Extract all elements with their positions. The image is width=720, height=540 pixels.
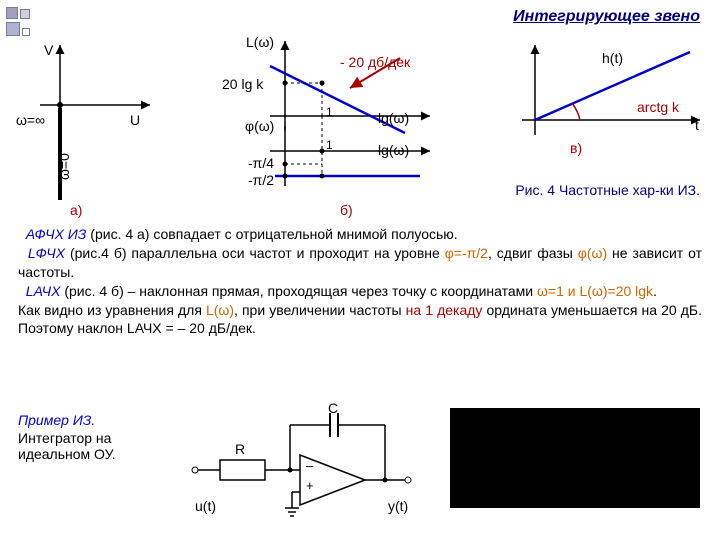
- label-plus: +: [306, 478, 314, 493]
- txt-l2b: (рис.4 б) параллельна оси частот и прохо…: [65, 245, 445, 261]
- txt-afchh: АФЧХ ИЗ: [26, 226, 87, 242]
- label-L: L(ω): [246, 34, 274, 50]
- label-omega-inf: ω=∞: [16, 112, 45, 128]
- label-t: t: [695, 117, 699, 133]
- label-lgw-b: lg(ω): [378, 142, 409, 158]
- txt-l4d: на 1 декаду: [406, 302, 483, 318]
- label-omega-zero: ω=0: [56, 153, 72, 180]
- label-uin: u(t): [195, 498, 216, 514]
- label-C: C: [328, 400, 338, 416]
- label-mpi2: -π/2: [248, 172, 274, 188]
- caption-b: б): [340, 202, 353, 218]
- label-h: h(t): [602, 50, 623, 66]
- label-one-b: 1: [326, 138, 333, 152]
- label-mpi4: -π/4: [248, 155, 274, 171]
- txt-l2c: φ=-π/2: [445, 245, 488, 261]
- label-lgw-a: lg(ω): [378, 110, 409, 126]
- text-body: АФЧХ ИЗ (рис. 4 а) совпадает с отрицател…: [18, 225, 702, 338]
- label-yout: y(t): [388, 498, 408, 514]
- caption-a: а): [70, 202, 82, 218]
- label-20lgk: 20 lg k: [222, 76, 263, 92]
- label-V: V: [44, 42, 53, 58]
- figure-caption: Рис. 4 Частотные хар-ки ИЗ.: [515, 182, 700, 198]
- txt-l3d: .: [653, 283, 657, 299]
- txt-l4a: Как видно из уравнения для: [18, 302, 206, 318]
- page-title: Интегрирующее звено: [513, 8, 700, 26]
- txt-l1b: (рис. 4 а) совпадает с отрицательной мни…: [86, 226, 457, 242]
- label-minus: –: [306, 458, 313, 473]
- label-U: U: [130, 112, 140, 128]
- txt-l3c: ω=1 и L(ω)=20 lgk: [537, 283, 653, 299]
- txt-lfchh: LФЧХ: [28, 245, 65, 261]
- example-title: Пример ИЗ.: [18, 412, 95, 428]
- label-slope: - 20 дб/дек: [340, 54, 410, 70]
- black-box: [450, 408, 700, 508]
- txt-lachh: LАЧХ: [26, 283, 61, 299]
- decorative-boxes: [6, 6, 32, 39]
- txt-l4b: L(ω): [206, 302, 234, 318]
- label-R: R: [235, 441, 245, 457]
- caption-c: в): [570, 140, 582, 156]
- label-phi: φ(ω): [245, 118, 274, 134]
- example-desc: Интегратор на идеальном ОУ.: [18, 430, 168, 462]
- txt-l3b: (рис. 4 б) – наклонная прямая, проходяща…: [60, 283, 537, 299]
- diagram-a: [30, 40, 180, 210]
- txt-l2d: , сдвиг фазы: [488, 245, 578, 261]
- txt-l4c: , при увеличении частоты: [234, 302, 406, 318]
- label-arctg: arctg k: [637, 99, 679, 115]
- label-one-a: 1: [326, 105, 333, 119]
- txt-l2e: φ(ω): [578, 245, 607, 261]
